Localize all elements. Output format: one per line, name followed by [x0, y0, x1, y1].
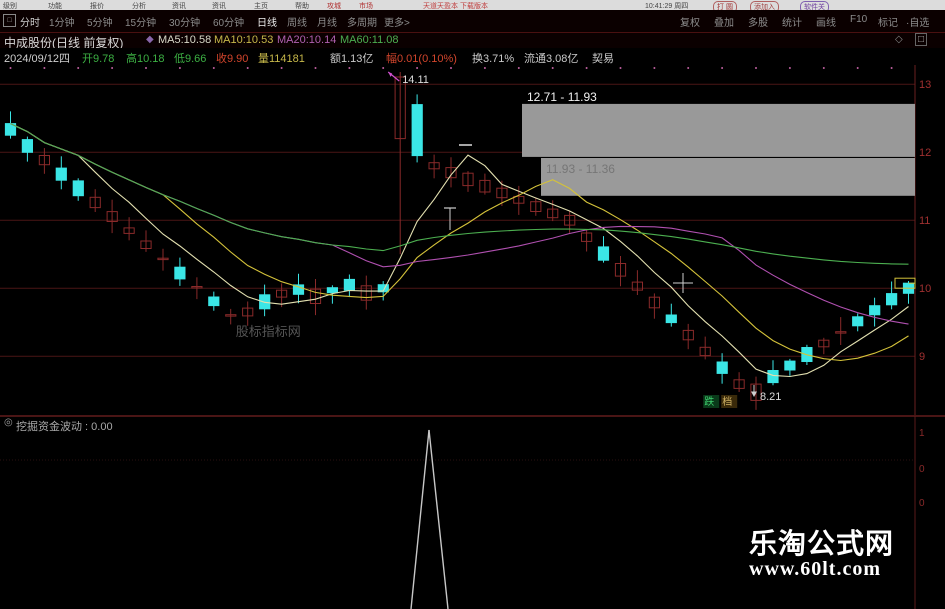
svg-text:11: 11 — [919, 215, 930, 227]
svg-text:8.21: 8.21 — [760, 391, 781, 403]
svg-text:股标指标网: 股标指标网 — [236, 324, 301, 339]
svg-text:0: 0 — [919, 464, 925, 475]
svg-text:12: 12 — [919, 147, 931, 159]
svg-text:跌: 跌 — [704, 395, 714, 408]
svg-text:11.93 - 11.36: 11.93 - 11.36 — [546, 162, 615, 176]
svg-text:12.71 - 11.93: 12.71 - 11.93 — [527, 90, 597, 104]
svg-text:9: 9 — [919, 351, 925, 363]
svg-text:档: 档 — [722, 395, 732, 408]
svg-text:14.11: 14.11 — [402, 74, 429, 86]
svg-text:0: 0 — [919, 498, 925, 509]
svg-text:10: 10 — [919, 283, 931, 295]
svg-text:13: 13 — [919, 79, 931, 91]
svg-text:1: 1 — [919, 428, 925, 439]
